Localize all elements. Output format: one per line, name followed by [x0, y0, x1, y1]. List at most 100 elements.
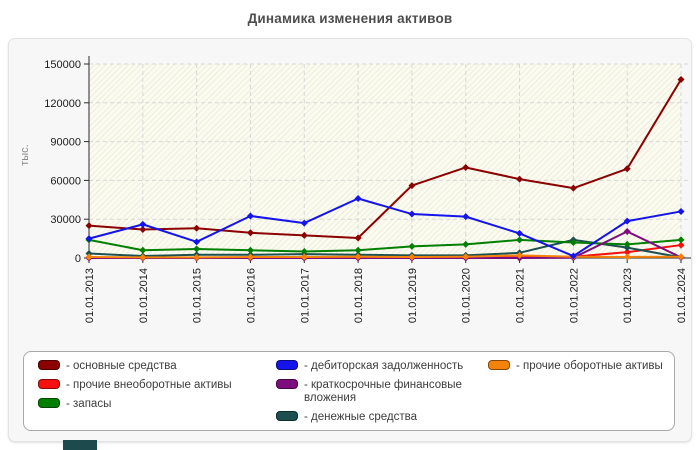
- chart-legend: - основные средства - прочие внеоборотные…: [23, 351, 675, 431]
- x-tick-label: 01.01.2016: [245, 268, 257, 323]
- legend-color-swatch: [38, 398, 60, 408]
- series-marker: [354, 253, 362, 261]
- series-line-прочие оборотные активы: [88, 254, 682, 259]
- series-marker: [408, 210, 416, 218]
- legend-item: - прочие оборотные активы: [488, 359, 674, 373]
- series-line-денежные средства: [88, 238, 682, 259]
- legend-column-1: - основные средства - прочие внеоборотные…: [38, 359, 276, 430]
- x-tick-label: 01.01.2013: [84, 268, 96, 323]
- series-marker: [677, 241, 685, 249]
- series-marker: [623, 165, 631, 173]
- legend-color-swatch: [38, 379, 60, 389]
- series-marker: [623, 217, 631, 225]
- series-line-дебиторская задолженность: [88, 197, 682, 258]
- series-marker: [246, 229, 254, 237]
- series-marker: [462, 240, 470, 248]
- legend-label: - основные средства: [66, 360, 177, 372]
- series-marker: [623, 253, 631, 261]
- x-tick-label: 01.01.2014: [138, 268, 150, 323]
- series-marker: [569, 184, 577, 192]
- x-tick-label: 01.01.2022: [568, 268, 580, 323]
- series-marker: [139, 226, 147, 234]
- series-marker: [677, 236, 685, 244]
- legend-label: - прочие оборотные активы: [516, 360, 663, 372]
- series-marker: [516, 236, 524, 244]
- legend-column-3: - прочие оборотные активы: [488, 359, 674, 430]
- chart-canvas: 0 30000 60000 90000 120000 150000 01.01.2013 01…: [44, 56, 691, 323]
- series-marker: [623, 227, 631, 235]
- legend-color-swatch: [276, 360, 298, 370]
- series-marker: [354, 246, 362, 254]
- legend-item: - дебиторская задолженность: [276, 359, 488, 373]
- series-marker: [354, 195, 362, 203]
- y-tick-label: 120000: [44, 98, 81, 110]
- series-marker: [462, 213, 470, 221]
- x-tick-label: 01.01.2021: [515, 268, 527, 323]
- legend-color-swatch: [276, 379, 298, 389]
- y-tick-label: 90000: [50, 137, 81, 149]
- series-marker: [193, 224, 201, 232]
- legend-label: - прочие внеоборотные активы: [66, 379, 232, 391]
- series-marker: [569, 252, 577, 260]
- y-tick-label: 0: [75, 253, 81, 265]
- legend-color-swatch: [276, 411, 298, 421]
- legend-item: - запасы: [38, 397, 276, 411]
- series-marker: [677, 207, 685, 215]
- series-line-основные средства: [88, 79, 682, 239]
- series-marker: [677, 76, 685, 84]
- series-marker: [139, 220, 147, 228]
- x-tick-label: 01.01.2015: [192, 268, 204, 323]
- series-marker: [408, 182, 416, 190]
- x-tick-label: 01.01.2024: [676, 268, 688, 323]
- series-marker: [300, 253, 308, 261]
- series-marker: [85, 253, 93, 261]
- plot-area-background: [89, 64, 681, 258]
- legend-label: - денежные средства: [304, 411, 418, 423]
- x-tick-label: 01.01.2023: [622, 268, 634, 323]
- series-marker: [85, 222, 93, 230]
- series-marker: [246, 253, 254, 261]
- series-marker: [139, 246, 147, 254]
- legend-column-2: - дебиторская задолженность - краткосрочн…: [276, 359, 488, 430]
- y-tick-label: 30000: [50, 214, 81, 226]
- series-marker: [246, 212, 254, 220]
- series-marker: [623, 248, 631, 256]
- legend-color-swatch: [488, 360, 510, 370]
- series-marker: [462, 253, 470, 261]
- legend-item: - прочие внеоборотные активы: [38, 378, 276, 392]
- series-marker: [300, 219, 308, 227]
- series-marker: [516, 175, 524, 183]
- series-marker: [516, 229, 524, 237]
- series-marker: [193, 245, 201, 253]
- x-tick-label: 01.01.2019: [407, 268, 419, 323]
- y-tick-label: 150000: [44, 59, 81, 71]
- series-marker: [569, 238, 577, 246]
- series-marker: [139, 253, 147, 261]
- page-title: Динамика изменения активов: [247, 11, 453, 26]
- bottom-edge-artifact: [63, 440, 97, 450]
- legend-item: - краткосрочные финансовые вложения: [276, 378, 488, 405]
- legend-color-swatch: [38, 360, 60, 370]
- x-tick-label: 01.01.2017: [299, 268, 311, 323]
- series-marker: [300, 231, 308, 239]
- series-line-запасы: [88, 238, 682, 253]
- chart-card: 0 30000 60000 90000 120000 150000 01.01.2013 01…: [8, 38, 692, 442]
- series-marker: [300, 248, 308, 256]
- series-marker: [623, 240, 631, 248]
- series-marker: [408, 242, 416, 250]
- legend-label: - запасы: [66, 398, 112, 410]
- x-tick-label: 01.01.2018: [353, 268, 365, 323]
- legend-label: - краткосрочные финансовые вложения: [304, 379, 462, 404]
- y-axis-unit-label: тыс.: [19, 144, 31, 166]
- x-tick-label: 01.01.2020: [461, 268, 473, 323]
- legend-item: - основные средства: [38, 359, 276, 373]
- series-marker: [246, 246, 254, 254]
- y-tick-label: 60000: [50, 175, 81, 187]
- series-marker: [354, 234, 362, 242]
- series-marker: [193, 238, 201, 246]
- series-marker: [677, 253, 685, 261]
- legend-item: - денежные средства: [276, 410, 488, 424]
- series-marker: [85, 235, 93, 243]
- series-marker: [193, 253, 201, 261]
- legend-label: - дебиторская задолженность: [304, 360, 464, 372]
